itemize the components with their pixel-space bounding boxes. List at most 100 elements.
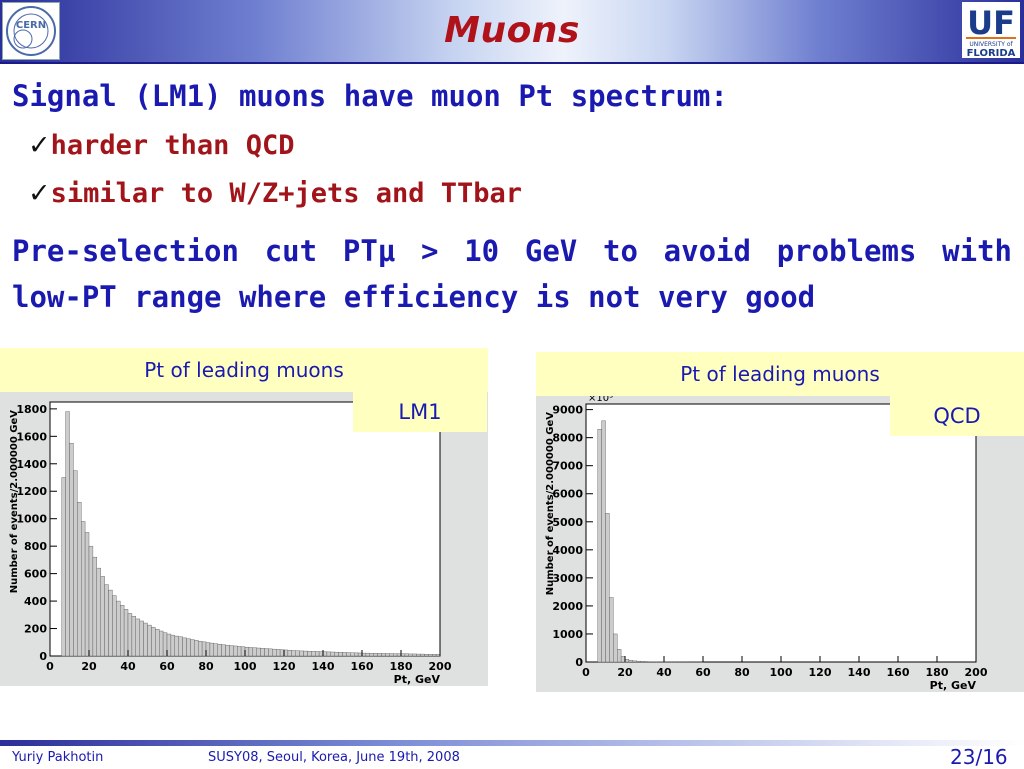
histogram-bin	[187, 639, 191, 656]
histogram-bin	[144, 623, 148, 656]
histogram-bin	[613, 634, 617, 662]
histogram-bin	[358, 653, 362, 656]
histogram-bin	[116, 601, 120, 656]
histogram-bin	[296, 651, 300, 656]
x-tick-label: 100	[770, 666, 793, 679]
x-tick-label: 180	[926, 666, 949, 679]
bullet-text: similar to W/Z+jets and TTbar	[51, 178, 522, 209]
histogram-bin	[641, 661, 645, 662]
x-tick-label: 20	[617, 666, 633, 679]
y-axis-label: Number of events/2.000000 GeV	[9, 410, 20, 594]
histogram-bin	[85, 532, 89, 656]
histogram-bin	[171, 635, 175, 656]
histogram-bin	[397, 654, 401, 656]
histogram-bin	[155, 629, 159, 656]
sample-tag-lm1: LM1	[353, 392, 487, 432]
histogram-bin	[124, 609, 128, 656]
x-tick-label: 200	[429, 660, 452, 673]
y-tick-label: 3000	[552, 572, 583, 585]
y-tick-label: 1200	[16, 485, 47, 498]
histogram-bin	[413, 654, 417, 656]
y-tick-label: 0	[575, 656, 583, 669]
histogram-bin	[237, 646, 241, 656]
histogram-bin	[602, 421, 606, 662]
histogram-bin	[625, 659, 629, 662]
histogram-bin	[346, 653, 350, 656]
histogram-bin	[409, 654, 413, 656]
x-tick-label: 0	[582, 666, 590, 679]
panel-title: Pt of leading muons	[536, 352, 1024, 396]
panel-title: Pt of leading muons	[0, 348, 488, 392]
x-tick-label: 40	[656, 666, 672, 679]
histogram-bin	[343, 652, 347, 656]
y-tick-label: 8000	[552, 432, 583, 445]
y-tick-label: 1600	[16, 430, 47, 443]
histogram-bin	[222, 645, 226, 656]
histogram-bin	[89, 546, 93, 656]
x-tick-label: 60	[159, 660, 175, 673]
plot-frame	[586, 404, 976, 662]
histogram-bin	[73, 471, 77, 656]
histogram-bin	[175, 636, 179, 656]
histogram-bin	[253, 648, 257, 656]
histogram-bin	[633, 661, 637, 662]
histogram-bin	[370, 653, 374, 656]
histogram-bin	[350, 653, 354, 656]
bullet-text: harder than QCD	[51, 130, 295, 161]
x-axis-label: Pt, GeV	[930, 679, 977, 692]
histogram-bin	[218, 644, 222, 656]
y-tick-label: 5000	[552, 516, 583, 529]
x-tick-label: 80	[734, 666, 750, 679]
histogram-bin	[323, 652, 327, 656]
x-tick-label: 140	[848, 666, 871, 679]
histogram-bin	[436, 654, 440, 656]
footer-bar	[0, 740, 1024, 746]
histogram-bin	[300, 651, 304, 656]
histogram-bin	[389, 654, 393, 656]
histogram-bin	[62, 478, 66, 656]
histogram-bin	[292, 651, 296, 656]
histogram-bin	[629, 660, 633, 662]
x-tick-label: 80	[198, 660, 214, 673]
x-tick-label: 20	[81, 660, 97, 673]
histogram-bin	[362, 653, 366, 656]
histogram-bin	[136, 619, 140, 656]
y-tick-label: 1800	[16, 403, 47, 416]
x-axis-label: Pt, GeV	[394, 673, 441, 686]
histogram-bin	[226, 645, 230, 656]
histogram-bin	[280, 650, 284, 656]
y-axis-label: Number of events/2.000000 GeV	[545, 412, 556, 596]
x-tick-label: 120	[809, 666, 832, 679]
histogram-bin	[335, 652, 339, 656]
histogram-bin	[401, 654, 405, 656]
histogram-bin	[366, 653, 370, 656]
bullet-harder-than-qcd: ✓harder than QCD	[28, 130, 294, 161]
y-tick-label: 0	[39, 650, 47, 663]
histogram-bin	[272, 649, 276, 656]
x-tick-label: 100	[234, 660, 257, 673]
histogram-bin	[307, 651, 311, 656]
y-tick-label: 400	[24, 595, 47, 608]
histogram-bin	[257, 648, 261, 656]
histogram-bin	[233, 646, 237, 656]
histogram-bin	[241, 647, 245, 656]
x-tick-label: 160	[351, 660, 374, 673]
check-icon: ✓	[28, 178, 51, 209]
histogram-bin	[249, 647, 253, 656]
histogram-bin	[378, 653, 382, 656]
preselection-paragraph: Pre-selection cut PTμ > 10 GeV to avoid …	[12, 228, 1012, 320]
y-tick-label: 7000	[552, 460, 583, 473]
x-tick-label: 160	[887, 666, 910, 679]
bullet-similar-wz-ttbar: ✓similar to W/Z+jets and TTbar	[28, 178, 522, 209]
histogram-bin	[214, 644, 218, 656]
histogram-bin	[339, 652, 343, 656]
y-tick-label: 600	[24, 568, 47, 581]
histogram-bin	[319, 652, 323, 656]
y-tick-label: 2000	[552, 600, 583, 613]
histogram-bin	[202, 642, 206, 656]
histogram-bin	[194, 640, 198, 656]
title-underline	[0, 62, 1024, 64]
